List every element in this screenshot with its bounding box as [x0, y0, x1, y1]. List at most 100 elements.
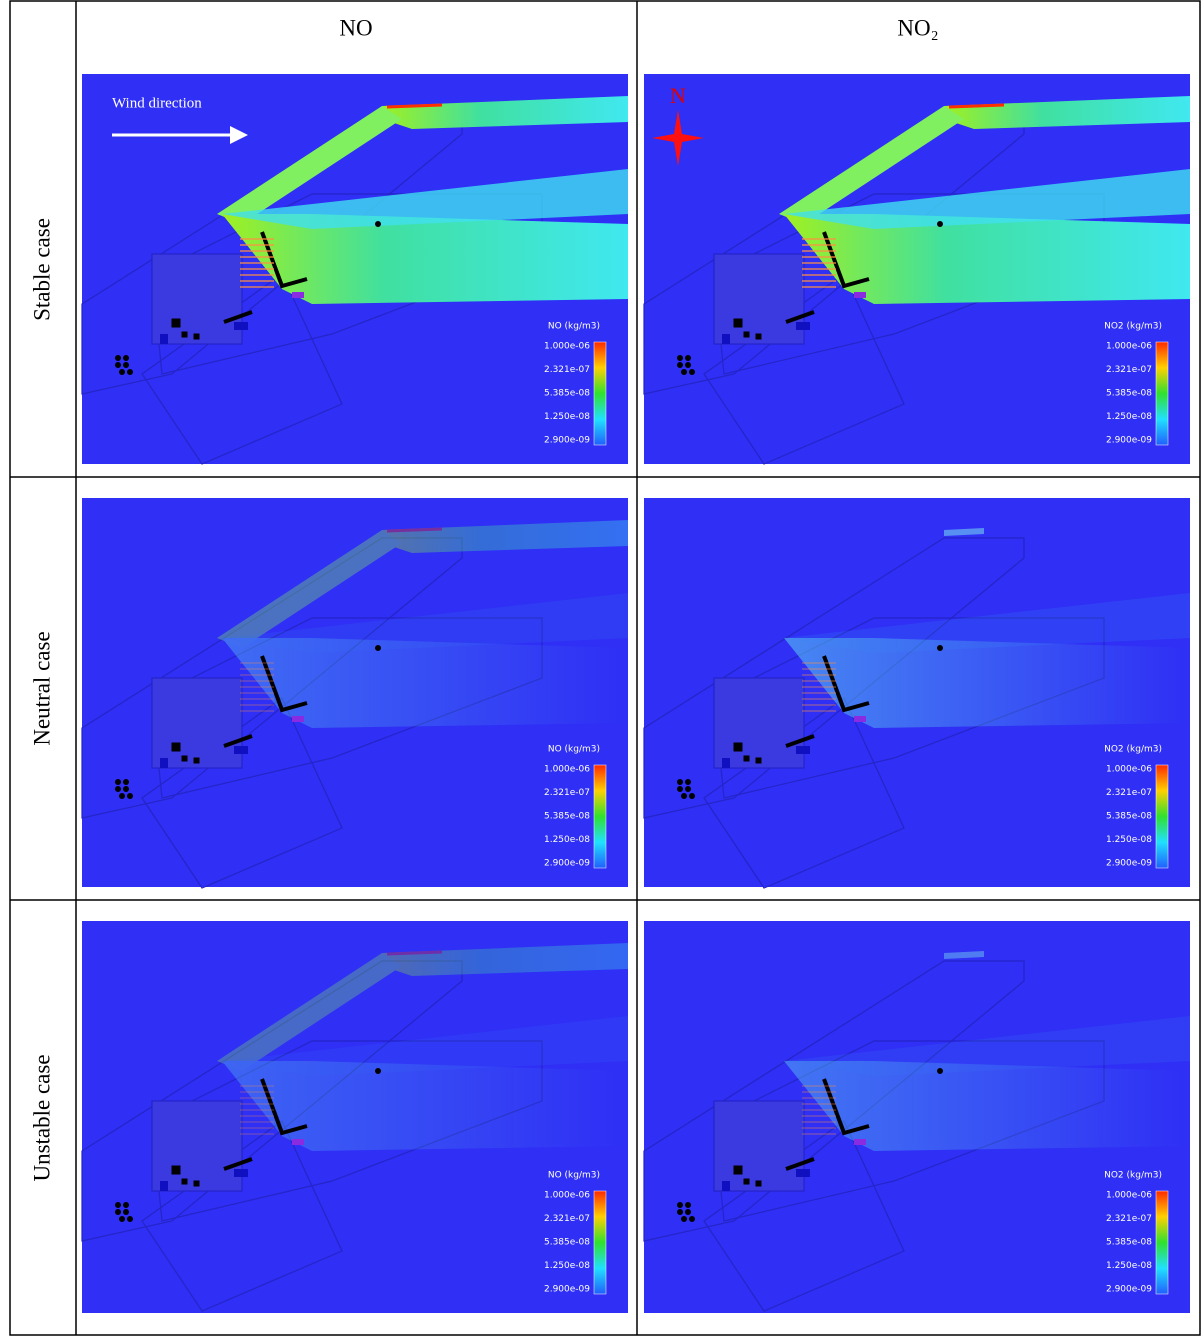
source-structures	[677, 645, 943, 799]
wind-label: Wind direction	[112, 95, 202, 111]
dot	[123, 355, 129, 361]
dot	[115, 362, 121, 368]
plume-main	[784, 214, 1190, 304]
block	[181, 755, 188, 762]
bar	[223, 1157, 253, 1171]
dot	[677, 1202, 683, 1208]
plume-edge	[386, 103, 443, 109]
blue-block	[722, 1181, 730, 1191]
table-grid	[9, 0, 1201, 1336]
colorbar	[1155, 1190, 1169, 1295]
plume-horizontal	[784, 169, 1190, 229]
source-structures	[115, 1068, 381, 1222]
legend-label: 2.321e-07	[1106, 1214, 1152, 1224]
dot	[685, 355, 691, 361]
block	[193, 1180, 200, 1187]
block	[193, 757, 200, 764]
plume	[779, 96, 1190, 304]
legend-label: 2.321e-07	[1106, 788, 1152, 798]
plume-main	[784, 1061, 1190, 1151]
blue-block	[796, 746, 810, 754]
plume	[784, 951, 1190, 1151]
stack	[822, 231, 870, 289]
dot	[681, 1216, 687, 1222]
dot	[115, 355, 121, 361]
plume-horizontal	[784, 593, 1190, 653]
dot	[119, 793, 125, 799]
building	[151, 677, 243, 769]
dot	[677, 362, 683, 368]
blue-block	[160, 758, 168, 768]
plume-main	[222, 638, 628, 728]
legend-title: NO (kg/m3)	[548, 322, 600, 332]
box	[854, 292, 866, 298]
colorbar	[1155, 764, 1169, 869]
colorbar	[593, 1190, 607, 1295]
legend-label: 1.250e-08	[1106, 835, 1152, 845]
blue-block	[722, 758, 730, 768]
dot	[685, 1209, 691, 1215]
dot	[689, 1216, 695, 1222]
block	[171, 742, 181, 752]
plume-main	[222, 1061, 628, 1151]
bar	[223, 734, 253, 748]
source-structures	[677, 221, 943, 375]
north-label: N	[670, 83, 686, 108]
building	[713, 677, 805, 769]
dot	[375, 221, 381, 227]
blue-block	[796, 1169, 810, 1177]
block	[181, 331, 188, 338]
legend-label: 1.000e-06	[544, 765, 590, 775]
legend-label: 5.385e-08	[1106, 389, 1152, 399]
colorbar	[1155, 341, 1169, 446]
dot	[375, 645, 381, 651]
block	[755, 1180, 762, 1187]
plume-horizontal	[222, 169, 628, 229]
wind-arrow-head	[230, 126, 248, 144]
simulation-panel: NO2 (kg/m3) 1.000e-06 2.321e-07 5.385e-08 1.…	[643, 74, 1190, 465]
site-outline	[643, 960, 1105, 1312]
block	[755, 757, 762, 764]
plume-main	[222, 214, 628, 304]
legend-label: 1.250e-08	[544, 1261, 590, 1271]
legend-label: 1.000e-06	[544, 342, 590, 352]
row-label: Stable case	[29, 218, 54, 321]
compass	[652, 110, 704, 166]
site-outline	[81, 113, 543, 465]
dot	[115, 786, 121, 792]
plume-horizontal	[222, 1016, 628, 1076]
dot	[123, 1202, 129, 1208]
blue-block	[796, 322, 810, 330]
column-header: NO	[339, 15, 372, 40]
dot	[681, 369, 687, 375]
legend-label: 5.385e-08	[544, 812, 590, 822]
box	[292, 292, 304, 298]
block	[193, 333, 200, 340]
stack	[822, 655, 870, 713]
plume-horizontal	[222, 593, 628, 653]
row-label: Neutral case	[29, 631, 54, 745]
plume-upper	[944, 951, 984, 959]
dot	[689, 369, 695, 375]
legend-title: NO2 (kg/m3)	[1104, 745, 1162, 755]
stack	[260, 231, 308, 289]
plume	[217, 520, 628, 728]
simulation-panel: NO (kg/m3) 1.000e-06 2.321e-07 5.385e-08 1.2…	[81, 921, 628, 1313]
blue-block	[160, 1181, 168, 1191]
legend-label: 2.321e-07	[544, 365, 590, 375]
stack	[260, 1078, 308, 1136]
legend-label: 1.250e-08	[544, 412, 590, 422]
dot	[375, 1068, 381, 1074]
colorbar	[593, 764, 607, 869]
plume-edge	[948, 103, 1005, 109]
plume-diag	[217, 953, 402, 1071]
block	[743, 1178, 750, 1185]
box	[292, 1139, 304, 1145]
building	[713, 253, 805, 345]
dot	[119, 369, 125, 375]
blue-block	[722, 334, 730, 344]
plume-diag	[217, 106, 402, 224]
site-outline	[81, 537, 543, 889]
box	[854, 716, 866, 722]
block	[171, 1165, 181, 1175]
